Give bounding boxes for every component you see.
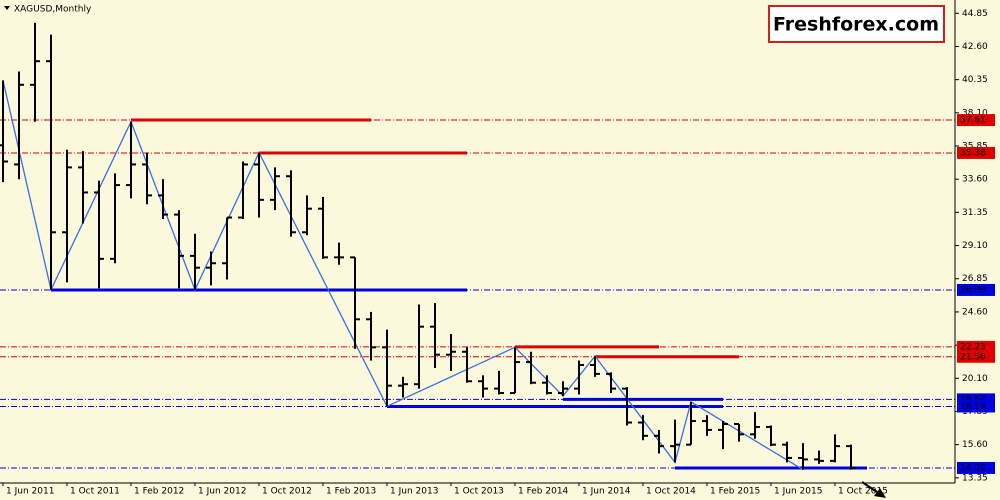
y-tick-label: 40.35 — [962, 75, 988, 85]
x-tick-label: 1 Feb 2013 — [326, 487, 376, 497]
x-tick-label: 1 Feb 2014 — [518, 487, 569, 497]
y-tick-label: 33.60 — [962, 175, 988, 185]
level-label: 21.56 — [960, 352, 986, 362]
y-tick-label: 20.10 — [962, 374, 988, 384]
level-label-box — [957, 340, 995, 353]
y-tick-label: 26.85 — [962, 274, 988, 284]
y-tick-label: 13.35 — [962, 473, 988, 483]
y-tick-label: 24.60 — [962, 307, 988, 317]
x-tick-label: 1 Oct 2013 — [454, 487, 504, 497]
logo: Freshforex.com — [773, 14, 939, 36]
y-tick-label: 35.85 — [962, 142, 988, 152]
level-label-box — [957, 461, 995, 474]
level-label-box — [957, 400, 995, 413]
level-label: 37.61 — [960, 116, 986, 126]
level-label: 18.67 — [960, 395, 986, 405]
level-label: 35.38 — [960, 148, 986, 158]
x-tick-label: 1 Oct 2015 — [838, 487, 888, 497]
y-tick-label: 42.60 — [962, 42, 988, 52]
level-label-box — [957, 283, 995, 296]
x-tick-label: 1 Oct 2011 — [70, 487, 120, 497]
logo-box — [768, 5, 945, 43]
y-tick-label: 29.10 — [962, 241, 988, 251]
x-tick-label: 1 Feb 2015 — [710, 487, 760, 497]
x-tick-label: 1 Jun 2015 — [774, 487, 822, 497]
y-tick-label: 15.60 — [962, 440, 988, 450]
x-tick-label: 1 Oct 2012 — [262, 487, 312, 497]
x-tick-label: 1 Jun 2014 — [582, 487, 631, 497]
level-label-box — [957, 350, 995, 363]
y-tick-label: 31.35 — [962, 208, 988, 218]
level-label: 14.02 — [960, 463, 986, 473]
menu-triangle — [4, 6, 10, 10]
x-tick-label: 1 Jun 2011 — [6, 487, 54, 497]
level-label-box — [957, 114, 995, 127]
level-label-box — [957, 146, 995, 159]
zigzag — [2, 80, 804, 471]
y-tick-label: 44.85 — [962, 9, 988, 19]
x-tick-label: 1 Jun 2013 — [390, 487, 438, 497]
x-tick-label: 1 Jun 2012 — [198, 487, 246, 497]
y-tick-label: 38.10 — [962, 108, 988, 118]
chart-title: XAGUSD,Monthly — [14, 5, 92, 15]
x-tick-label: 1 Feb 2012 — [134, 487, 184, 497]
arrow-head — [874, 488, 886, 498]
level-label: 22.23 — [960, 342, 986, 352]
x-tick-label: 1 Oct 2014 — [646, 487, 696, 497]
level-label: 18.19 — [960, 402, 986, 412]
level-label: 26.09 — [960, 285, 986, 295]
